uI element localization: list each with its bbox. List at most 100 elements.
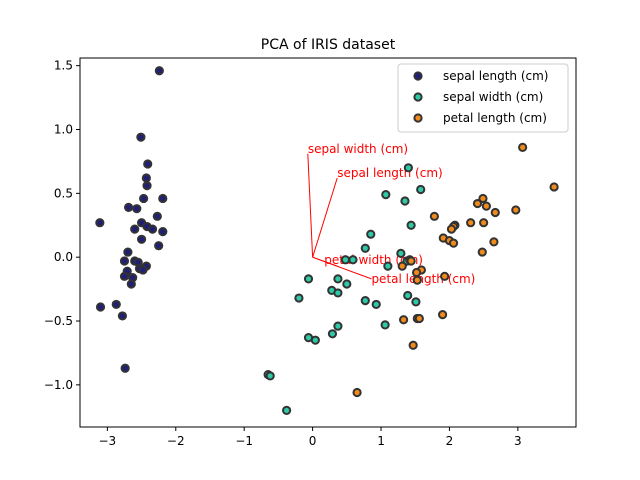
data-point: [119, 256, 130, 266]
y-tick-label: 1.5: [54, 59, 73, 73]
data-point: [360, 295, 370, 306]
data-point: [294, 293, 304, 303]
y-tick-label: 1.0: [54, 123, 73, 137]
data-point: [154, 241, 164, 251]
legend-label: sepal length (cm): [443, 69, 548, 83]
legend-label: sepal width (cm): [443, 90, 543, 104]
data-point: [479, 218, 489, 228]
data-point: [403, 290, 413, 301]
y-tick-label: −1.0: [44, 378, 73, 392]
data-point: [366, 229, 376, 239]
data-point: [136, 132, 146, 142]
data-point: [403, 163, 413, 173]
legend-label: petal length (cm): [443, 111, 547, 125]
x-tick-label: 0: [309, 434, 317, 448]
data-point: [411, 267, 422, 278]
data-point: [265, 371, 275, 381]
data-point: [282, 405, 292, 416]
data-point: [143, 159, 153, 169]
x-tick-label: −3: [99, 434, 117, 448]
data-point: [398, 315, 409, 325]
data-point: [371, 299, 381, 310]
data-point: [360, 243, 370, 253]
legend-marker: [413, 71, 423, 81]
data-point: [412, 275, 422, 285]
data-point: [416, 184, 426, 195]
data-point: [138, 265, 148, 275]
data-point: [119, 271, 130, 281]
data-point: [511, 205, 521, 215]
data-point: [414, 313, 424, 324]
pca-arrow-label: petal length (cm): [371, 272, 475, 286]
data-point: [333, 321, 343, 331]
data-point: [406, 220, 416, 230]
plot-frame: [79, 57, 577, 428]
data-point: [549, 182, 559, 192]
data-point: [440, 271, 450, 281]
data-point: [147, 224, 158, 234]
data-point: [303, 274, 314, 284]
data-point: [120, 363, 130, 373]
data-point: [123, 247, 133, 257]
data-point: [158, 193, 168, 204]
data-point: [340, 255, 351, 265]
data-point: [158, 227, 168, 237]
data-points: [95, 66, 559, 416]
data-point: [446, 224, 457, 234]
x-tick-label: 1: [377, 434, 385, 448]
data-point: [397, 261, 407, 271]
x-tick-label: −1: [235, 434, 253, 448]
y-tick-label: −0.5: [44, 314, 73, 328]
chart-title: PCA of IRIS dataset: [261, 37, 396, 53]
legend-marker: [413, 113, 423, 123]
data-point: [126, 279, 136, 289]
data-point: [132, 204, 142, 214]
data-point: [95, 302, 106, 312]
data-point: [142, 181, 152, 191]
pca-arrow-label: sepal width (cm): [308, 142, 408, 156]
data-point: [477, 247, 487, 257]
pca-arrow-line: [307, 153, 314, 258]
data-point: [327, 329, 338, 339]
data-point: [136, 234, 147, 244]
data-point: [429, 211, 439, 221]
x-tick-label: −2: [167, 434, 185, 448]
data-point: [490, 207, 500, 218]
data-point: [478, 193, 488, 204]
data-point: [123, 202, 134, 212]
data-point: [111, 299, 121, 310]
data-point: [95, 218, 105, 228]
data-point: [154, 66, 164, 76]
data-point: [396, 248, 406, 258]
x-tick-label: 3: [514, 434, 522, 448]
x-tick-label: 2: [446, 434, 454, 448]
data-point: [139, 193, 149, 204]
data-point: [437, 310, 448, 320]
data-point: [380, 320, 390, 330]
data-point: [381, 190, 391, 200]
data-point: [333, 274, 343, 284]
data-point: [489, 237, 499, 247]
y-tick-label: 0.0: [54, 250, 73, 264]
data-point: [333, 288, 343, 298]
data-point: [518, 142, 528, 152]
pca-arrow-line: [312, 177, 338, 258]
data-point: [348, 255, 358, 265]
data-point: [130, 224, 140, 234]
y-tick-label: 0.5: [54, 186, 73, 200]
data-point: [400, 196, 410, 206]
data-point: [141, 173, 151, 183]
legend: sepal length (cm) sepal width (cm) petal l…: [397, 63, 569, 133]
data-point: [481, 201, 491, 211]
pca-arrow-label: sepal length (cm): [337, 166, 442, 180]
pca-arrow-line: [312, 256, 338, 267]
legend-marker: [413, 92, 423, 102]
data-point: [466, 218, 476, 228]
data-point: [117, 311, 128, 321]
data-point: [152, 211, 162, 221]
data-point: [383, 261, 393, 271]
data-point: [406, 256, 416, 266]
data-point: [411, 297, 421, 307]
legend-box: [397, 63, 569, 133]
